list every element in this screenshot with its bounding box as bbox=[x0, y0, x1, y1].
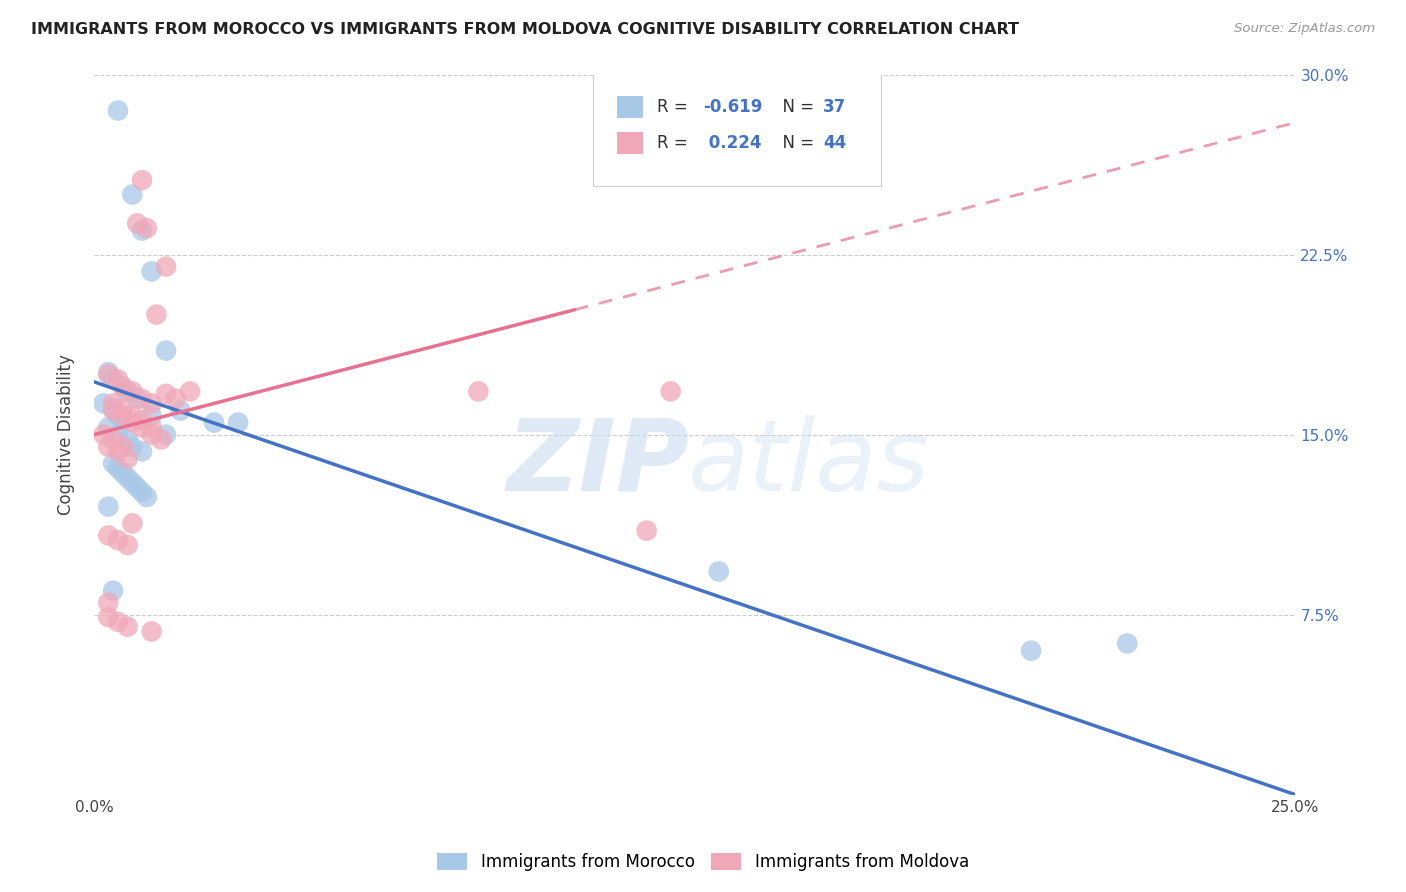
Point bbox=[101, 457, 124, 471]
Point bbox=[111, 466, 134, 480]
Point bbox=[141, 420, 163, 434]
Point bbox=[121, 384, 143, 399]
Point bbox=[135, 490, 157, 504]
Point bbox=[131, 413, 153, 427]
Point bbox=[121, 416, 143, 430]
Point bbox=[101, 372, 124, 386]
Point bbox=[121, 409, 143, 423]
Point bbox=[1116, 636, 1139, 650]
Text: -0.619: -0.619 bbox=[703, 98, 762, 116]
Point bbox=[101, 583, 124, 598]
Point bbox=[117, 384, 139, 399]
Text: R =: R = bbox=[658, 134, 693, 152]
Point bbox=[111, 409, 134, 423]
Point bbox=[107, 409, 129, 423]
Y-axis label: Cognitive Disability: Cognitive Disability bbox=[58, 354, 75, 515]
Point bbox=[121, 440, 143, 454]
Point bbox=[155, 386, 177, 401]
Point bbox=[117, 451, 139, 466]
Point bbox=[101, 401, 124, 416]
Point bbox=[131, 173, 153, 187]
Point bbox=[165, 392, 187, 406]
Point bbox=[101, 433, 124, 447]
Text: N =: N = bbox=[772, 134, 818, 152]
Point bbox=[121, 475, 143, 490]
Point bbox=[467, 384, 489, 399]
Point bbox=[179, 384, 201, 399]
Point bbox=[97, 596, 120, 610]
Point bbox=[107, 427, 129, 442]
Point bbox=[636, 524, 658, 538]
Text: atlas: atlas bbox=[688, 415, 929, 512]
Point bbox=[107, 444, 129, 458]
Text: ZIP: ZIP bbox=[508, 415, 690, 512]
Point bbox=[131, 485, 153, 500]
Point bbox=[117, 620, 139, 634]
Point bbox=[145, 308, 167, 322]
Text: N =: N = bbox=[772, 98, 818, 116]
Point bbox=[97, 440, 120, 454]
Legend: Immigrants from Morocco, Immigrants from Moldova: Immigrants from Morocco, Immigrants from… bbox=[429, 845, 977, 880]
Point bbox=[117, 433, 139, 447]
Point bbox=[226, 416, 249, 430]
Point bbox=[111, 401, 134, 416]
Text: IMMIGRANTS FROM MOROCCO VS IMMIGRANTS FROM MOLDOVA COGNITIVE DISABILITY CORRELAT: IMMIGRANTS FROM MOROCCO VS IMMIGRANTS FR… bbox=[31, 22, 1019, 37]
Point bbox=[141, 264, 163, 278]
Point bbox=[107, 615, 129, 629]
Point bbox=[155, 260, 177, 274]
FancyBboxPatch shape bbox=[592, 71, 882, 186]
Point bbox=[107, 372, 129, 386]
Point bbox=[117, 471, 139, 485]
Point bbox=[121, 516, 143, 531]
Point bbox=[97, 610, 120, 624]
Point bbox=[97, 420, 120, 434]
Point bbox=[111, 379, 134, 393]
Point bbox=[101, 396, 124, 410]
Point bbox=[131, 420, 153, 434]
Point bbox=[131, 392, 153, 406]
Point bbox=[150, 433, 173, 447]
Point bbox=[127, 480, 149, 494]
Point bbox=[141, 427, 163, 442]
Point bbox=[121, 187, 143, 202]
Point bbox=[97, 500, 120, 514]
Point bbox=[155, 343, 177, 358]
Point bbox=[97, 528, 120, 542]
Point bbox=[141, 409, 163, 423]
Text: Source: ZipAtlas.com: Source: ZipAtlas.com bbox=[1234, 22, 1375, 36]
Point bbox=[101, 403, 124, 417]
Text: 0.224: 0.224 bbox=[703, 134, 762, 152]
Point bbox=[1381, 591, 1403, 605]
Point bbox=[111, 440, 134, 454]
Point bbox=[97, 365, 120, 379]
Point bbox=[202, 416, 225, 430]
Text: 44: 44 bbox=[824, 134, 846, 152]
Point bbox=[141, 624, 163, 639]
FancyBboxPatch shape bbox=[617, 96, 643, 118]
Point bbox=[127, 392, 149, 406]
Point bbox=[97, 368, 120, 382]
Point bbox=[135, 221, 157, 235]
Point bbox=[107, 533, 129, 548]
FancyBboxPatch shape bbox=[617, 132, 643, 153]
Point bbox=[169, 403, 191, 417]
Point bbox=[117, 538, 139, 552]
Point bbox=[107, 103, 129, 118]
Point bbox=[141, 396, 163, 410]
Point bbox=[1019, 643, 1042, 657]
Point bbox=[111, 379, 134, 393]
Text: 37: 37 bbox=[824, 98, 846, 116]
Point bbox=[155, 427, 177, 442]
Point bbox=[93, 396, 115, 410]
Point bbox=[93, 427, 115, 442]
Point bbox=[131, 444, 153, 458]
Point bbox=[707, 565, 730, 579]
Point bbox=[107, 461, 129, 475]
Point bbox=[111, 413, 134, 427]
Point bbox=[127, 216, 149, 230]
Text: R =: R = bbox=[658, 98, 693, 116]
Point bbox=[131, 223, 153, 237]
Point bbox=[659, 384, 682, 399]
